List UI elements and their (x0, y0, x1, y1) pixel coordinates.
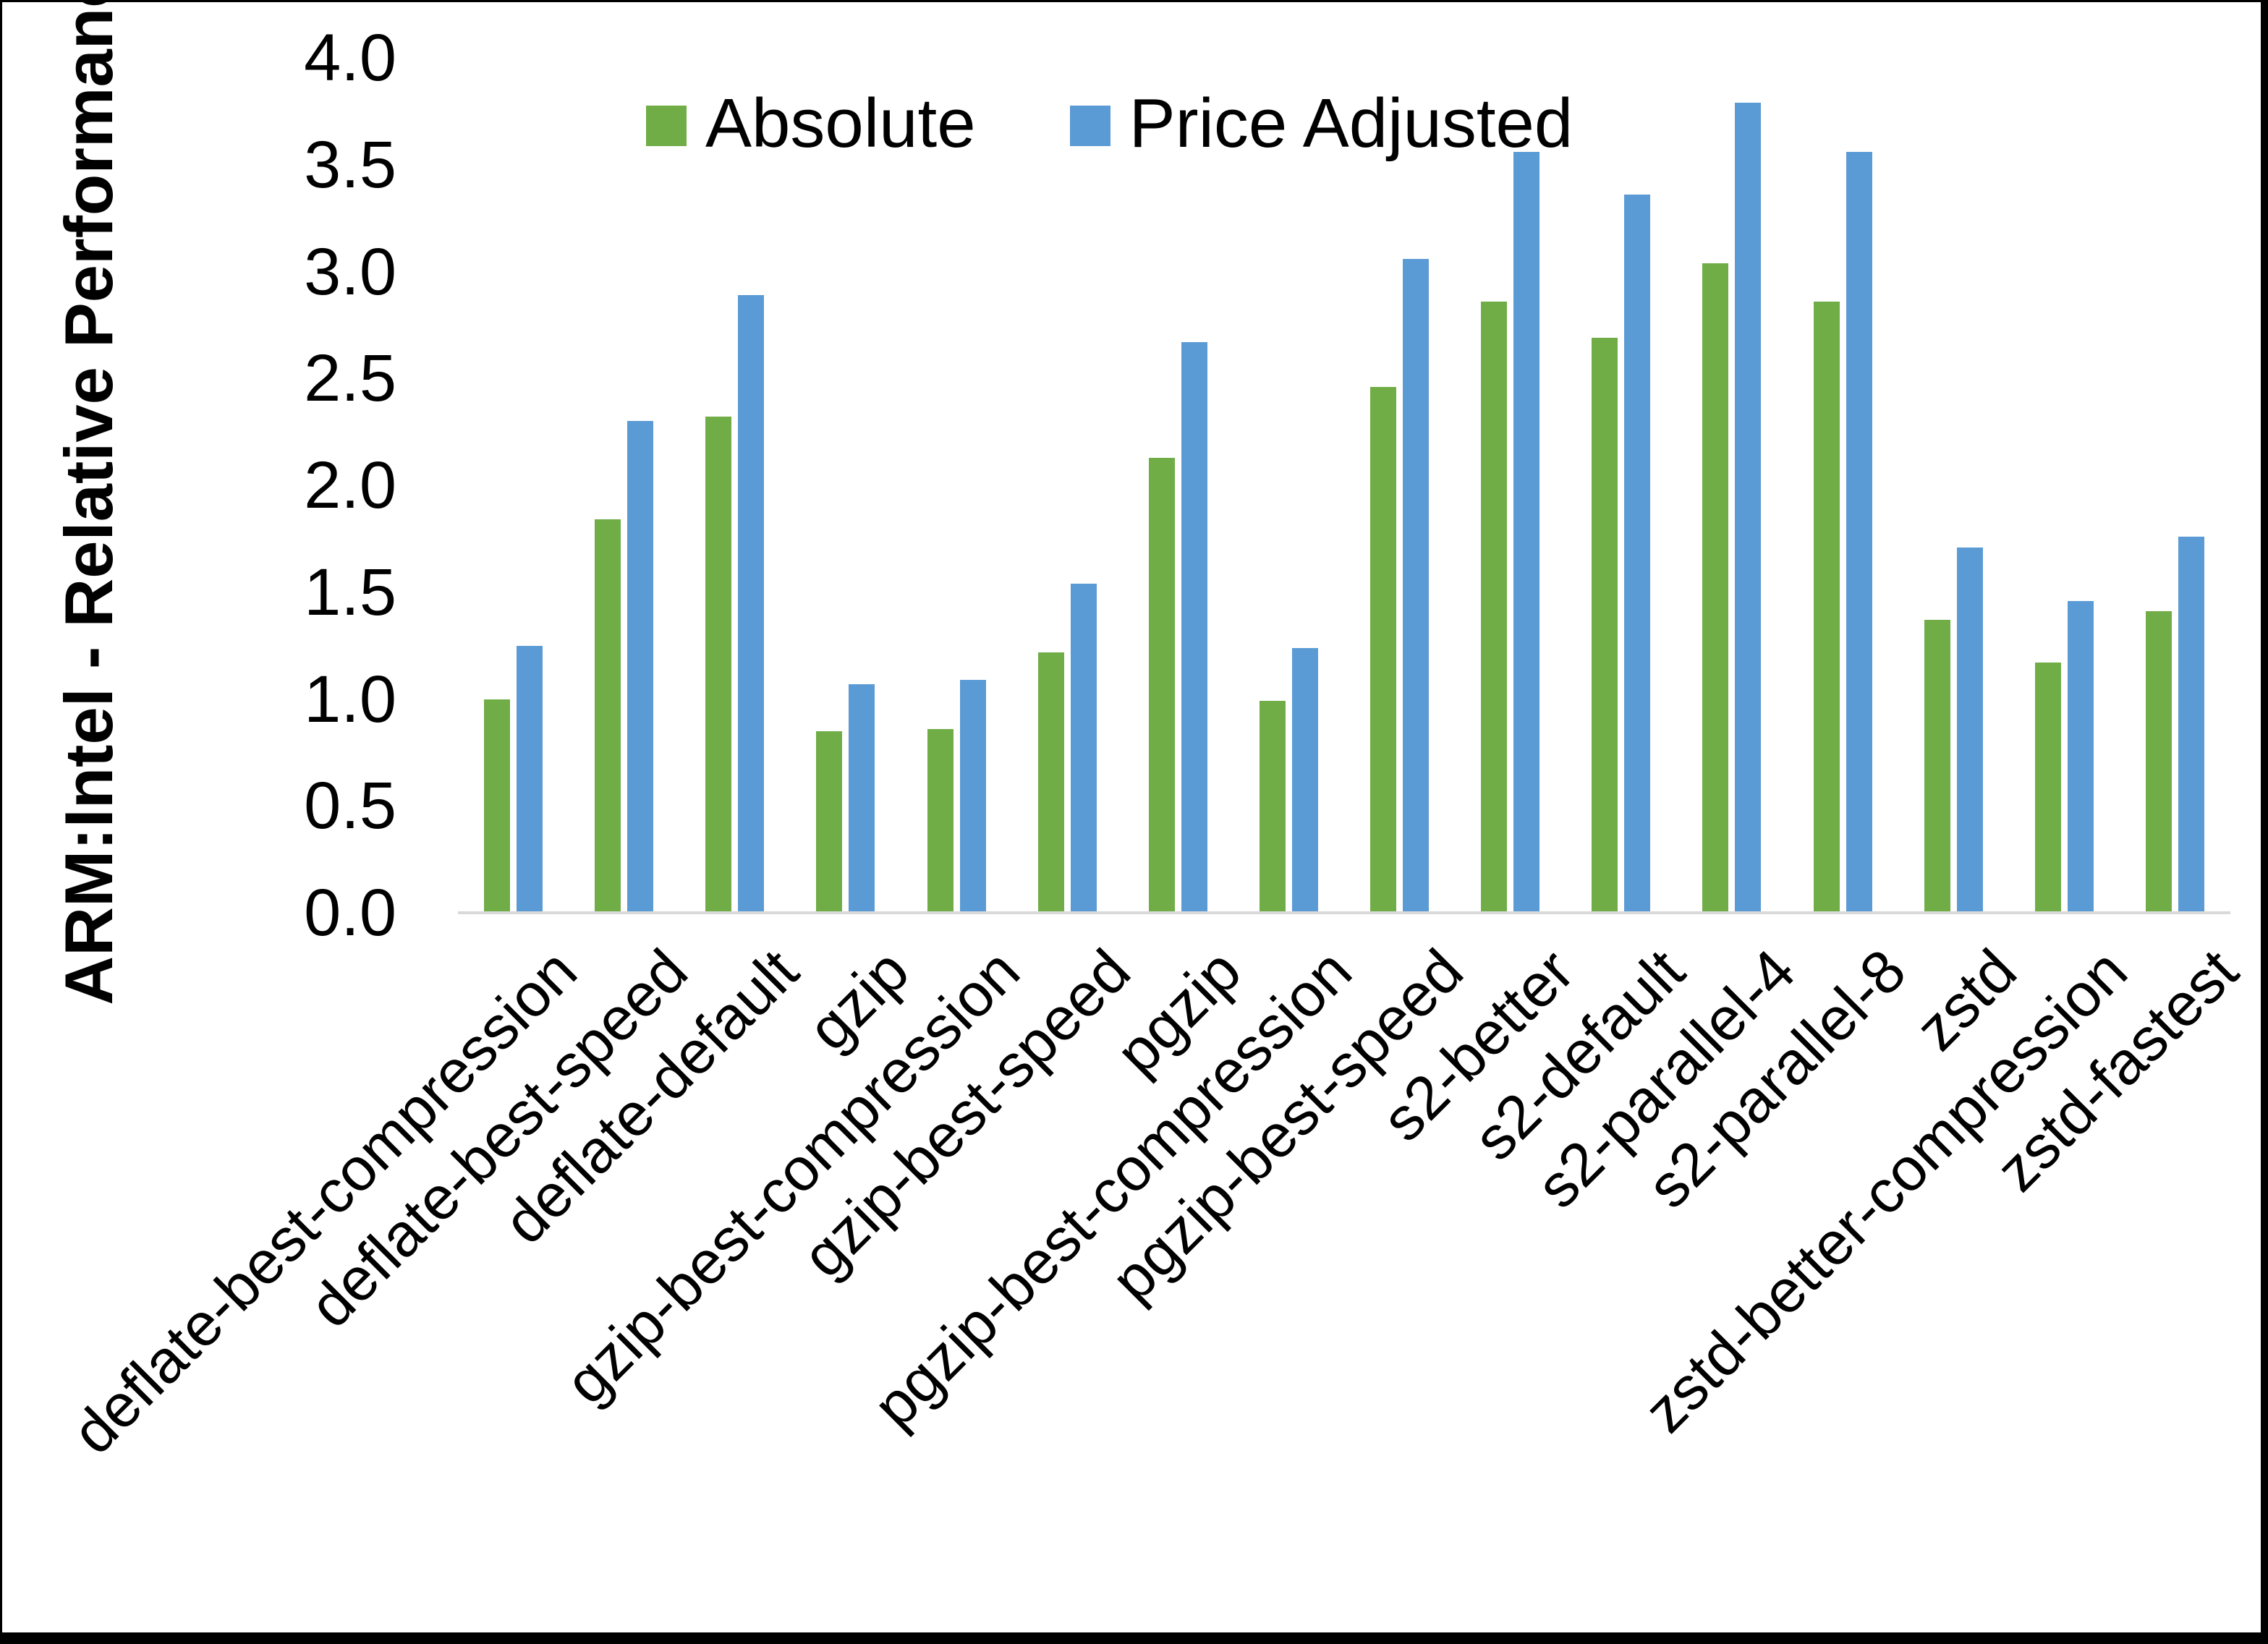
bar-group (1123, 58, 1233, 913)
bar-group (2009, 58, 2120, 913)
bar-price-adjusted (1291, 647, 1318, 913)
bar-absolute (484, 699, 511, 913)
bar-price-adjusted (1846, 152, 1872, 913)
bar-price-adjusted (738, 295, 765, 913)
bar-group (2120, 58, 2230, 913)
x-axis-line (458, 911, 2230, 914)
y-tick-label: 0.0 (304, 876, 396, 950)
bar-price-adjusted (1403, 258, 1430, 913)
y-tick-label: 2.5 (304, 341, 396, 416)
y-tick-label: 0.5 (304, 769, 396, 843)
bar-price-adjusted (959, 679, 986, 913)
bar-absolute (705, 417, 732, 913)
bar-price-adjusted (1070, 583, 1097, 913)
bar-price-adjusted (627, 421, 654, 913)
bar-group (790, 58, 901, 913)
y-tick-label: 3.0 (304, 234, 396, 309)
plot-area (458, 58, 2230, 914)
bar-absolute (1702, 263, 1729, 913)
bar-absolute (1813, 301, 1840, 913)
legend-swatch-icon (1069, 106, 1110, 146)
bar-price-adjusted (2178, 536, 2204, 913)
bar-price-adjusted (1735, 103, 1762, 913)
legend-label: Price Adjusted (1129, 85, 1573, 162)
y-tick-label: 1.5 (304, 555, 396, 629)
bar-absolute (2145, 611, 2172, 913)
bar-group (1898, 58, 2009, 913)
legend-item-price-adjusted: Price Adjusted (1069, 85, 1573, 162)
bar-price-adjusted (2067, 600, 2094, 913)
bar-absolute (1259, 701, 1286, 913)
bar-price-adjusted (517, 645, 543, 913)
bar-group (901, 58, 1012, 913)
bar-group (1344, 58, 1455, 913)
legend-label: Absolute (705, 85, 976, 162)
bar-group (1788, 58, 1898, 913)
y-tick-label: 1.0 (304, 662, 396, 736)
bar-absolute (927, 728, 954, 913)
bar-group (1012, 58, 1123, 913)
bar-absolute (595, 519, 621, 913)
chart-legend: Absolute Price Adjusted (646, 89, 1573, 158)
bar-group (1455, 58, 1566, 913)
y-tick-label: 4.0 (304, 21, 396, 95)
bar-absolute (1037, 652, 1064, 913)
y-tick-label: 3.5 (304, 127, 396, 202)
legend-swatch-icon (646, 106, 687, 146)
bar-absolute (816, 731, 843, 913)
bar-price-adjusted (849, 683, 875, 913)
bars-layer (458, 58, 2230, 913)
bar-price-adjusted (1956, 547, 1983, 913)
bar-group (1676, 58, 1787, 913)
bar-price-adjusted (1624, 195, 1651, 913)
bar-absolute (1148, 457, 1175, 913)
bar-group (458, 58, 569, 913)
bar-group (679, 58, 790, 913)
bar-absolute (1370, 387, 1397, 913)
bar-absolute (1924, 620, 1950, 913)
y-tick-label: 2.0 (304, 448, 396, 522)
bar-price-adjusted (1513, 152, 1540, 913)
legend-item-absolute: Absolute (646, 89, 976, 158)
bar-absolute (1481, 301, 1508, 913)
bar-absolute (1592, 338, 1618, 913)
bar-price-adjusted (1181, 342, 1207, 913)
bar-group (1566, 58, 1676, 913)
bar-group (1233, 58, 1344, 913)
bar-absolute (2034, 663, 2061, 913)
bar-group (569, 58, 679, 913)
